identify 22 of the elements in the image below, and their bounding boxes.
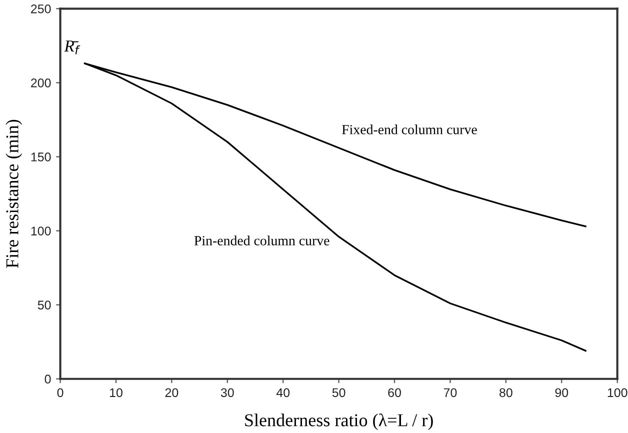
annotation: Pin-ended column curve — [194, 236, 330, 246]
y-axis-title: Fire resistance (min) — [6, 120, 22, 268]
x-axis-title: Slenderness ratio (λ=L / r) — [245, 413, 433, 430]
x-tick-label: 10 — [110, 388, 122, 398]
annotation: R̄$_{f}$ — [64, 40, 80, 54]
x-tick-label: 50 — [332, 388, 346, 398]
x-tick-label: 80 — [500, 388, 512, 398]
x-tick-label: 40 — [276, 388, 290, 398]
y-tick-label: 0 — [44, 374, 51, 384]
x-tick-label: 60 — [388, 388, 401, 398]
y-tick-label: 150 — [31, 152, 51, 162]
x-tick-label: 0 — [57, 388, 64, 398]
x-tick-label: 20 — [165, 388, 178, 398]
y-tick-label: 100 — [31, 226, 51, 236]
x-tick-label: 30 — [220, 388, 234, 398]
x-tick-label: 70 — [444, 388, 457, 398]
x-tick-label: 100 — [608, 388, 628, 398]
annotation: Fixed-end column curve — [342, 124, 477, 134]
y-tick-label: 250 — [31, 4, 51, 14]
y-tick-label: 200 — [31, 78, 51, 88]
y-tick-label: 50 — [38, 300, 51, 310]
x-tick-label: 90 — [555, 388, 568, 398]
